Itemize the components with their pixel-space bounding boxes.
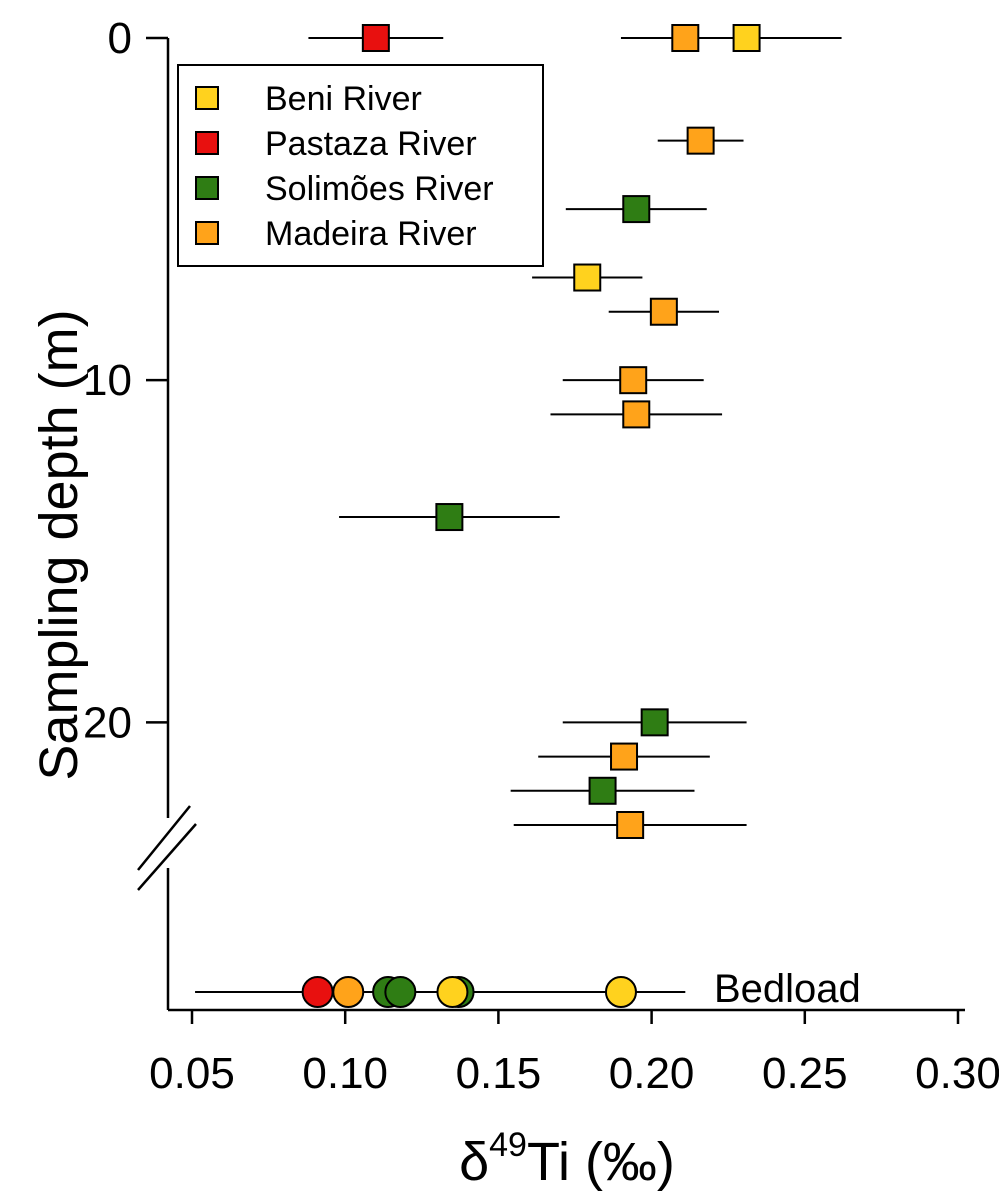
data-point-pastaza-river [361, 24, 390, 52]
y-axis-break-mark [137, 805, 197, 891]
data-point-beni-river [732, 24, 761, 52]
y-tick-label: 20 [83, 698, 132, 747]
axis-break-slash [137, 805, 191, 871]
x-axis-title-suffix: Ti (‰) [527, 1132, 675, 1192]
data-point-madeira-river [616, 811, 645, 839]
axis-break-slash [137, 823, 197, 891]
bedload-point-solim-es-river [384, 976, 417, 1008]
data-point-madeira-river [649, 297, 678, 326]
bedload-point-beni-river [604, 976, 637, 1008]
data-point-madeira-river [619, 366, 648, 395]
axes [137, 38, 965, 1012]
data-point-madeira-river [686, 126, 715, 155]
x-axis-title: δ49Ti (‰) [459, 1126, 675, 1192]
legend-label: Solimões River [265, 170, 494, 208]
legend-label: Beni River [265, 80, 422, 118]
data-point-solim-es-river [640, 708, 669, 737]
x-tick-label: 0.30 [915, 1049, 999, 1098]
data-point-solim-es-river [588, 776, 617, 805]
legend: Beni River Pastaza River Solimões River Mad… [177, 64, 544, 267]
legend-label: Madeira River [265, 215, 477, 253]
x-ticks: 0.05 0.10 0.15 0.20 0.25 0.30 [149, 1010, 999, 1098]
x-tick-label: 0.15 [456, 1049, 542, 1098]
x-tick-label: 0.05 [149, 1049, 235, 1098]
x-tick-label: 0.25 [762, 1049, 848, 1098]
data-point-madeira-river [622, 400, 651, 429]
bedload-label: Bedload [714, 967, 861, 1011]
x-axis-title-prefix: δ [459, 1132, 489, 1192]
data-point-solim-es-river [622, 195, 651, 224]
axis-break-gap [160, 818, 176, 868]
data-point-beni-river [573, 263, 602, 292]
y-ticks: 0 10 20 [83, 14, 168, 747]
x-axis-title-superscript: 49 [489, 1126, 527, 1164]
y-tick-label: 10 [83, 356, 132, 405]
bedload-point-madeira-river [332, 976, 365, 1008]
bedload-point-beni-river [436, 976, 469, 1008]
y-axis-title: Sampling depth (m) [29, 309, 89, 780]
legend-label: Pastaza River [265, 125, 477, 163]
x-tick-label: 0.10 [302, 1049, 388, 1098]
legend-swatch [195, 176, 219, 200]
legend-swatch [195, 86, 219, 110]
x-tick-label: 0.20 [609, 1049, 695, 1098]
bedload-point-pastaza-river [301, 976, 334, 1008]
data-point-solim-es-river [435, 503, 464, 532]
data-point-madeira-river [610, 742, 639, 771]
legend-swatch [195, 131, 219, 155]
bedload-group: Bedload [195, 967, 861, 1011]
legend-box [177, 64, 544, 267]
data-point-madeira-river [671, 24, 700, 52]
y-tick-label: 0 [108, 14, 132, 63]
data-markers [361, 24, 761, 839]
legend-swatch [195, 221, 219, 245]
